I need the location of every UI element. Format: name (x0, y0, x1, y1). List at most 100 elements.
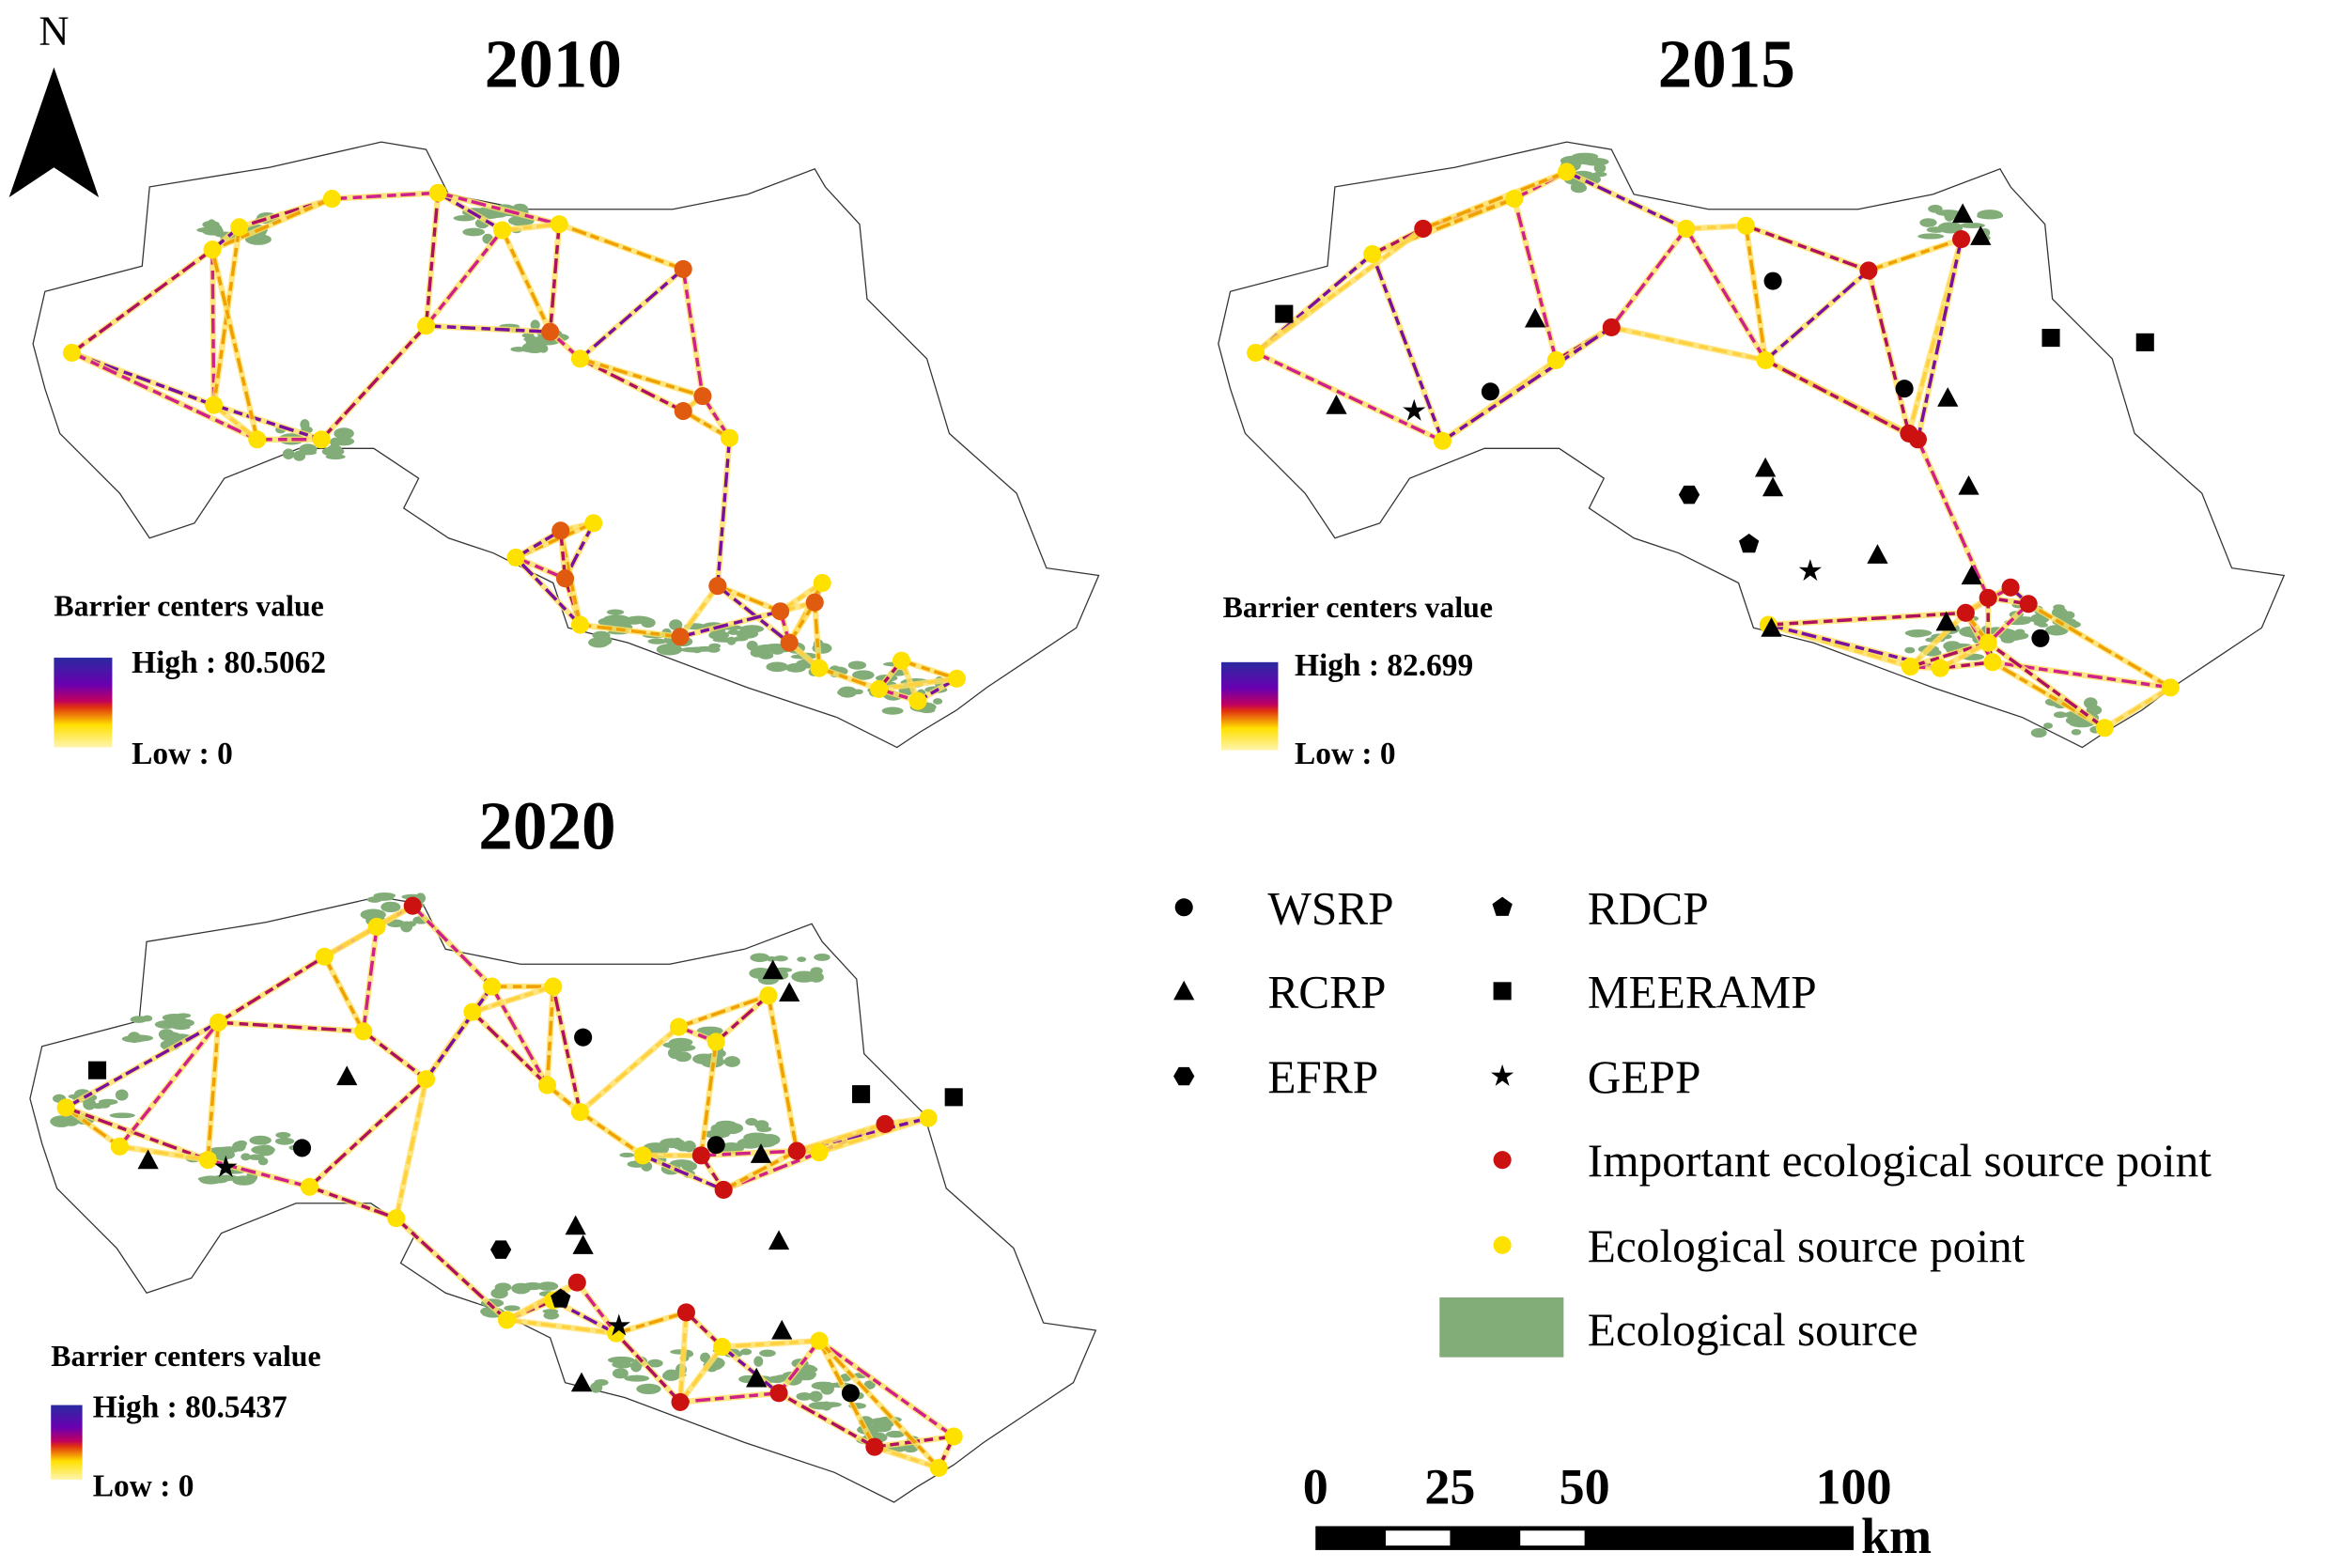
ecological-source-patch (2033, 621, 2047, 627)
legend-label-rdcp: RDCP (1588, 882, 1709, 934)
source-point (876, 1114, 894, 1134)
ecological-source-patch (375, 910, 386, 918)
rcrp-marker (1173, 980, 1195, 1001)
wsrp-marker (292, 1139, 312, 1157)
source-point (1931, 659, 1949, 677)
corridor-barrier (308, 1185, 397, 1220)
ecological-source-patch (773, 955, 788, 962)
ecological-source-patch (797, 1374, 815, 1381)
panel-title-2020: 2020 (478, 788, 615, 864)
rcrp-marker (336, 1065, 358, 1086)
legend-title: Barrier centers value (51, 1340, 320, 1373)
legend-label-meeramp: MEERAMP (1588, 966, 1817, 1017)
rcrp-marker (570, 1372, 593, 1392)
ecological-source-patch (712, 637, 740, 643)
corridor-barrier (1513, 198, 1559, 361)
corridor-barrier (411, 904, 493, 988)
ecological-source-patch (173, 1018, 194, 1028)
corridor-barrier (395, 1217, 508, 1322)
corridor-barrier (1909, 641, 1989, 669)
legend-high: High : 82.699 (1295, 648, 1473, 683)
corridor-barrier (1254, 227, 1424, 354)
source-point (544, 977, 563, 996)
ecological-source-patch (847, 660, 867, 670)
ecological-source-patch (212, 1174, 240, 1182)
ecological-source-patch (791, 970, 817, 983)
source-point (669, 1017, 689, 1036)
ecological-source-patch (1591, 171, 1607, 178)
source-point (417, 1070, 436, 1089)
ecological-source-patch (720, 1122, 744, 1135)
rcrp-marker (1762, 476, 1784, 497)
corridor-barrier (213, 403, 322, 442)
source-point (300, 1177, 319, 1196)
rcrp-marker (768, 1230, 790, 1250)
ecological-source-patch (669, 1044, 696, 1052)
wsrp-marker (2031, 629, 2050, 647)
corridor (322, 903, 414, 960)
ecological-source-patch (739, 1348, 753, 1356)
ecological-source-patch (700, 1352, 711, 1363)
corridor-barrier (395, 1079, 428, 1219)
corridor-barrier (817, 1339, 940, 1469)
corridor-barrier (558, 223, 684, 272)
ecological-source-patch (676, 1055, 687, 1062)
corridor-barrier (551, 986, 582, 1113)
ecological-source-patch (334, 427, 354, 440)
source-point (787, 1141, 806, 1160)
corridor-barrier (548, 224, 561, 333)
efrp-marker (1678, 485, 1700, 505)
ecological-source-patch (933, 698, 943, 705)
corridor-barrier (2027, 602, 2172, 690)
corridor-barrier (362, 1030, 427, 1081)
rcrp-marker (762, 959, 784, 980)
legend-label-source-point: Ecological source point (1588, 1220, 2026, 1272)
wsrp-marker (841, 1384, 860, 1403)
source-point (671, 1392, 690, 1411)
color-ramp (51, 1405, 83, 1481)
corridor-barrier (490, 986, 549, 1086)
source-point (769, 1384, 788, 1403)
source-point (865, 1437, 884, 1456)
ecological-source-patch (538, 344, 549, 353)
corridor-barrier (218, 1020, 364, 1033)
source-point (1602, 318, 1621, 336)
ecological-source-patch (1977, 212, 2004, 220)
north-arrow-icon (8, 67, 100, 198)
barrier-legend-2010: Barrier centers value High : 80.5062 Low… (54, 590, 326, 771)
source-point (892, 651, 911, 670)
corridor-barrier (501, 229, 552, 333)
source-point (497, 1311, 517, 1329)
ecological-source-patch (614, 1368, 629, 1375)
ecological-source-patch (333, 437, 355, 446)
source-point (1983, 653, 2002, 672)
source-point (367, 917, 386, 936)
corridor-barrier (1254, 350, 1444, 442)
source-point (2019, 595, 2038, 613)
gepp-marker (607, 1313, 630, 1336)
source-point (403, 896, 422, 915)
wsrp-marker (1174, 898, 1193, 917)
ecological-source-patch (620, 619, 644, 625)
ecological-source-patch (863, 1380, 876, 1389)
source-point (708, 577, 727, 596)
corridor-barrier (118, 1021, 220, 1148)
ecological-source-patch (636, 1383, 661, 1395)
ecological-source-patch (1904, 629, 1933, 637)
corridor-barrier (70, 248, 214, 354)
corridor-barrier (1764, 358, 1919, 442)
source-point (870, 679, 889, 699)
rcrp-marker (1952, 203, 1974, 224)
source-point (1493, 1235, 1512, 1254)
source-point (417, 317, 436, 335)
source-point (1433, 431, 1452, 450)
ecological-source-patch (249, 1135, 272, 1145)
source-point (1979, 633, 1997, 652)
rcrp-marker (1524, 307, 1546, 328)
corridor (580, 621, 681, 640)
map-panel-2015 (1218, 141, 2286, 749)
ecological-source-patch (647, 1358, 663, 1368)
source-point (198, 1151, 217, 1170)
source-point (944, 1427, 963, 1446)
